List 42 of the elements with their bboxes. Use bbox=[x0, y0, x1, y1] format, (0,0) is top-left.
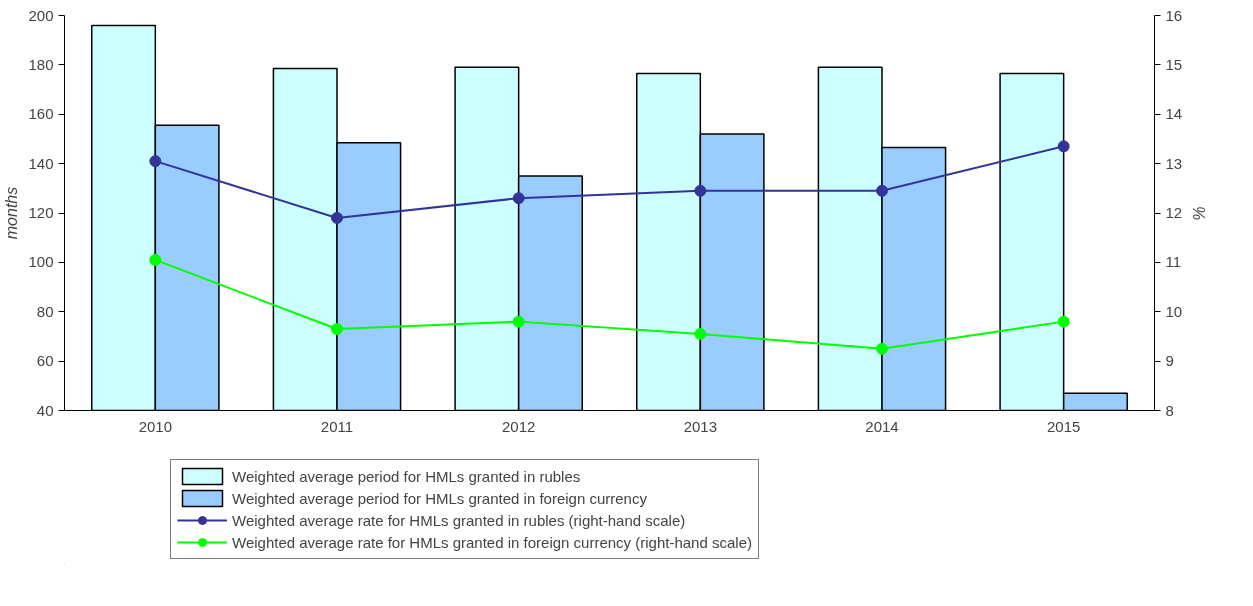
x-tick-label: 2011 bbox=[320, 417, 354, 435]
y2-tick-label: 8 bbox=[1165, 401, 1174, 419]
point bbox=[331, 211, 343, 224]
point bbox=[149, 253, 162, 266]
point bbox=[149, 155, 162, 168]
x-tick-label: 2014 bbox=[865, 417, 899, 435]
x-tick-label: 2010 bbox=[138, 417, 173, 435]
y-tick-label: 40 bbox=[36, 401, 54, 419]
x-tick-label: 2015 bbox=[1046, 417, 1081, 435]
point bbox=[512, 192, 525, 205]
y-tick-label: 180 bbox=[28, 55, 54, 73]
x-tick-label: 2013 bbox=[683, 417, 718, 435]
y2-tick-label: 11 bbox=[1165, 253, 1182, 271]
y2-tick-label: 10 bbox=[1165, 302, 1183, 320]
point bbox=[1057, 315, 1070, 328]
y2-tick-label: 9 bbox=[1165, 352, 1174, 370]
y2-tick-label: 14 bbox=[1165, 105, 1183, 123]
y2-tick-label: 15 bbox=[1165, 55, 1183, 73]
y-tick-label: 160 bbox=[28, 105, 54, 123]
y-tick-label: 80 bbox=[36, 302, 54, 320]
y-tick-label: 120 bbox=[28, 204, 54, 221]
legend-label: Weighted average period for HMLs granted in rubles bbox=[232, 467, 581, 485]
y-tick-label: 140 bbox=[28, 154, 54, 172]
point bbox=[694, 327, 707, 340]
legend-label: Weighted average rate for HMLs granted in foreign currency (right-hand scale) bbox=[232, 533, 752, 551]
point bbox=[876, 184, 888, 197]
y2-axis-title: % bbox=[1190, 205, 1208, 221]
point bbox=[331, 323, 343, 336]
point bbox=[1057, 140, 1070, 153]
y2-tick-label: 13 bbox=[1165, 154, 1183, 172]
y-axis-title: months bbox=[3, 186, 21, 240]
y-tick-label: 60 bbox=[36, 352, 54, 370]
y2-tick-label: 12 bbox=[1165, 204, 1183, 221]
point bbox=[694, 184, 707, 197]
x-tick-label: 2012 bbox=[501, 417, 536, 435]
y2-tick-label: 16 bbox=[1165, 6, 1183, 24]
y-tick-label: 100 bbox=[28, 253, 54, 271]
point bbox=[876, 342, 888, 355]
legend-label: Weighted average period for HMLs granted in foreign currency bbox=[232, 489, 647, 507]
point bbox=[512, 315, 525, 328]
legend-label: Weighted average rate for HMLs granted in rubles (right-hand scale) bbox=[232, 511, 686, 529]
y-tick-label: 200 bbox=[28, 6, 54, 24]
